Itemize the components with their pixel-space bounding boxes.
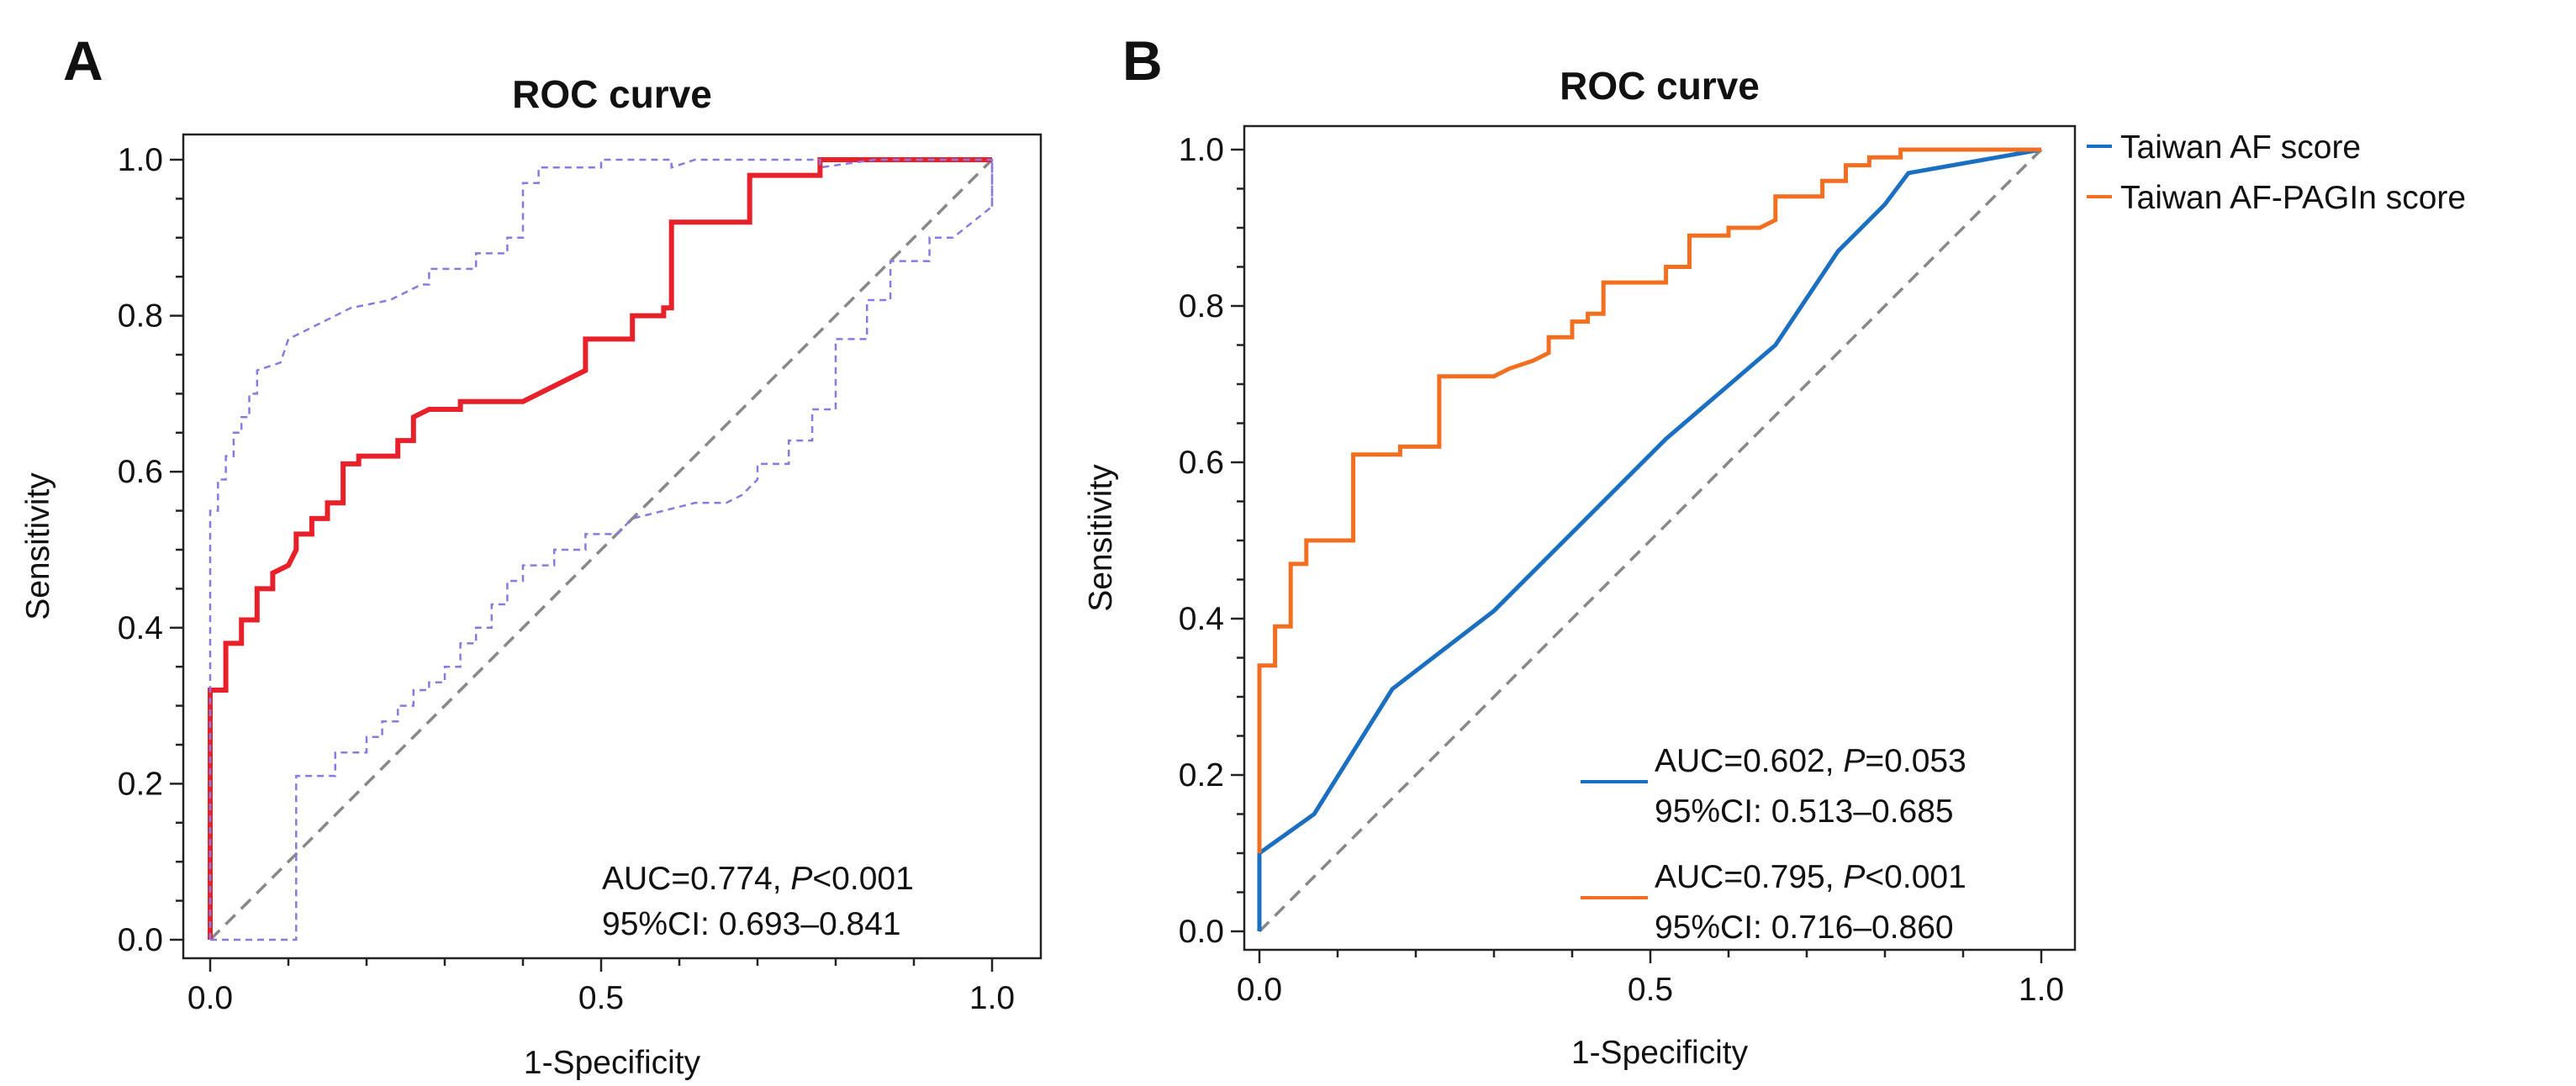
panel-a-auc-pre: AUC=0.774,	[602, 861, 790, 897]
legend-label-taiwan-af-score: Taiwan AF score	[2120, 129, 2361, 166]
panel-b-series-reference	[1258, 148, 2043, 933]
panel-a: A ROC curve 0.0 0.2 0.4 0.6 0.8 1.0 0.0 0.5 1.0…	[20, 29, 1043, 1081]
panel-a-x-tick-label: 1.0	[969, 980, 1015, 1016]
panel-b-y-tick-label: 1.0	[1179, 132, 1224, 168]
panel-b-letter: B	[1122, 29, 1163, 92]
panel-a-x-tick-label: 0.5	[578, 980, 624, 1016]
panel-b-ci-text-blue: 95%CI: 0.513–0.685	[1655, 793, 1954, 830]
panel-b-x-tick-label: 0.5	[1628, 972, 1673, 1008]
panel-b-legend: Taiwan AF score Taiwan AF-PAGIn score	[2087, 129, 2466, 216]
panel-a-series-95-ci-upper	[209, 158, 994, 940]
panel-b-y-tick-label: 0.6	[1179, 445, 1224, 481]
panel-b-y-tick-label: 0.2	[1179, 757, 1224, 793]
panel-b-y-tick-label: 0.8	[1179, 288, 1224, 324]
panel-b-title: ROC curve	[1560, 64, 1760, 108]
panel-b-auc-orange-p: P	[1843, 859, 1865, 895]
panel-a-series-reference	[209, 158, 994, 941]
panel-b-auc-text-blue: AUC=0.602, P=0.053	[1655, 743, 1966, 779]
panel-b-y-tick-label: 0.4	[1179, 601, 1224, 637]
panel-a-plot-frame	[182, 133, 1043, 960]
panel-a-y-tick-label: 1.0	[118, 142, 163, 178]
panel-a-y-axis-title: Sensitivity	[20, 472, 56, 620]
panel-a-y-tick-label: 0.6	[118, 454, 163, 490]
panel-a-y-axis: 0.0 0.2 0.4 0.6 0.8 1.0	[118, 142, 183, 958]
panel-a-y-tick-label: 0.8	[118, 298, 163, 335]
panel-b-auc-blue-p: P	[1843, 743, 1865, 779]
panel-b-annotation-orange: AUC=0.795, P<0.001 95%CI: 0.716–0.860	[1581, 859, 1966, 946]
panel-b: B ROC curve 0.0 0.2 0.4 0.6 0.8 1.0 0.0 0.5 1.0…	[1083, 29, 2466, 1071]
panel-b-ci-text-orange: 95%CI: 0.716–0.860	[1655, 909, 1954, 946]
panel-a-x-tick-label: 0.0	[187, 980, 233, 1016]
panel-b-auc-orange-post: <0.001	[1865, 859, 1966, 895]
panel-a-series-roc	[208, 157, 992, 940]
panel-a-title: ROC curve	[512, 72, 712, 116]
panel-b-y-axis-title: Sensitivity	[1083, 464, 1119, 612]
panel-b-x-tick-label: 1.0	[2019, 972, 2064, 1008]
panel-a-x-axis-title: 1-Specificity	[524, 1045, 701, 1081]
panel-b-annotation-blue: AUC=0.602, P=0.053 95%CI: 0.513–0.685	[1581, 743, 1966, 830]
panel-a-y-tick-label: 0.2	[118, 766, 163, 802]
panel-b-auc-blue-post: =0.053	[1865, 743, 1966, 779]
panel-b-y-tick-label: 0.0	[1179, 914, 1224, 950]
panel-b-series-taiwan-af-pagin-score	[1257, 147, 2041, 853]
legend-label-taiwan-af-pagin-score: Taiwan AF-PAGIn score	[2120, 180, 2466, 216]
panel-b-auc-text-orange: AUC=0.795, P<0.001	[1655, 859, 1966, 895]
panel-a-ci-text: 95%CI: 0.693–0.841	[602, 906, 901, 942]
panel-b-plot-frame	[1243, 124, 2077, 952]
panel-b-series-taiwan-af-score	[1257, 147, 2042, 931]
panel-a-y-tick-label: 0.4	[118, 610, 163, 646]
panel-a-auc-text: AUC=0.774, P<0.001	[602, 861, 914, 897]
panel-a-letter: A	[63, 29, 103, 92]
panel-a-annotation: AUC=0.774, P<0.001 95%CI: 0.693–0.841	[602, 861, 914, 942]
panel-a-y-tick-label: 0.0	[118, 922, 163, 958]
panel-a-x-axis: 0.0 0.5 1.0	[187, 958, 1015, 1016]
panel-b-x-axis-title: 1-Specificity	[1571, 1035, 1749, 1071]
panel-b-auc-orange-pre: AUC=0.795,	[1655, 859, 1843, 895]
panel-b-x-axis: 0.0 0.5 1.0	[1237, 950, 2064, 1008]
panel-b-series-group	[1257, 147, 2043, 933]
panel-a-auc-p: P	[790, 861, 812, 897]
panel-b-x-tick-label: 0.0	[1237, 972, 1282, 1008]
panel-b-auc-blue-pre: AUC=0.602,	[1655, 743, 1843, 779]
panel-a-series-95-ci-lower	[210, 160, 994, 941]
panel-a-series-group	[208, 157, 994, 941]
panel-a-auc-post: <0.001	[812, 861, 913, 897]
panel-b-y-axis: 0.0 0.2 0.4 0.6 0.8 1.0	[1179, 132, 1244, 950]
